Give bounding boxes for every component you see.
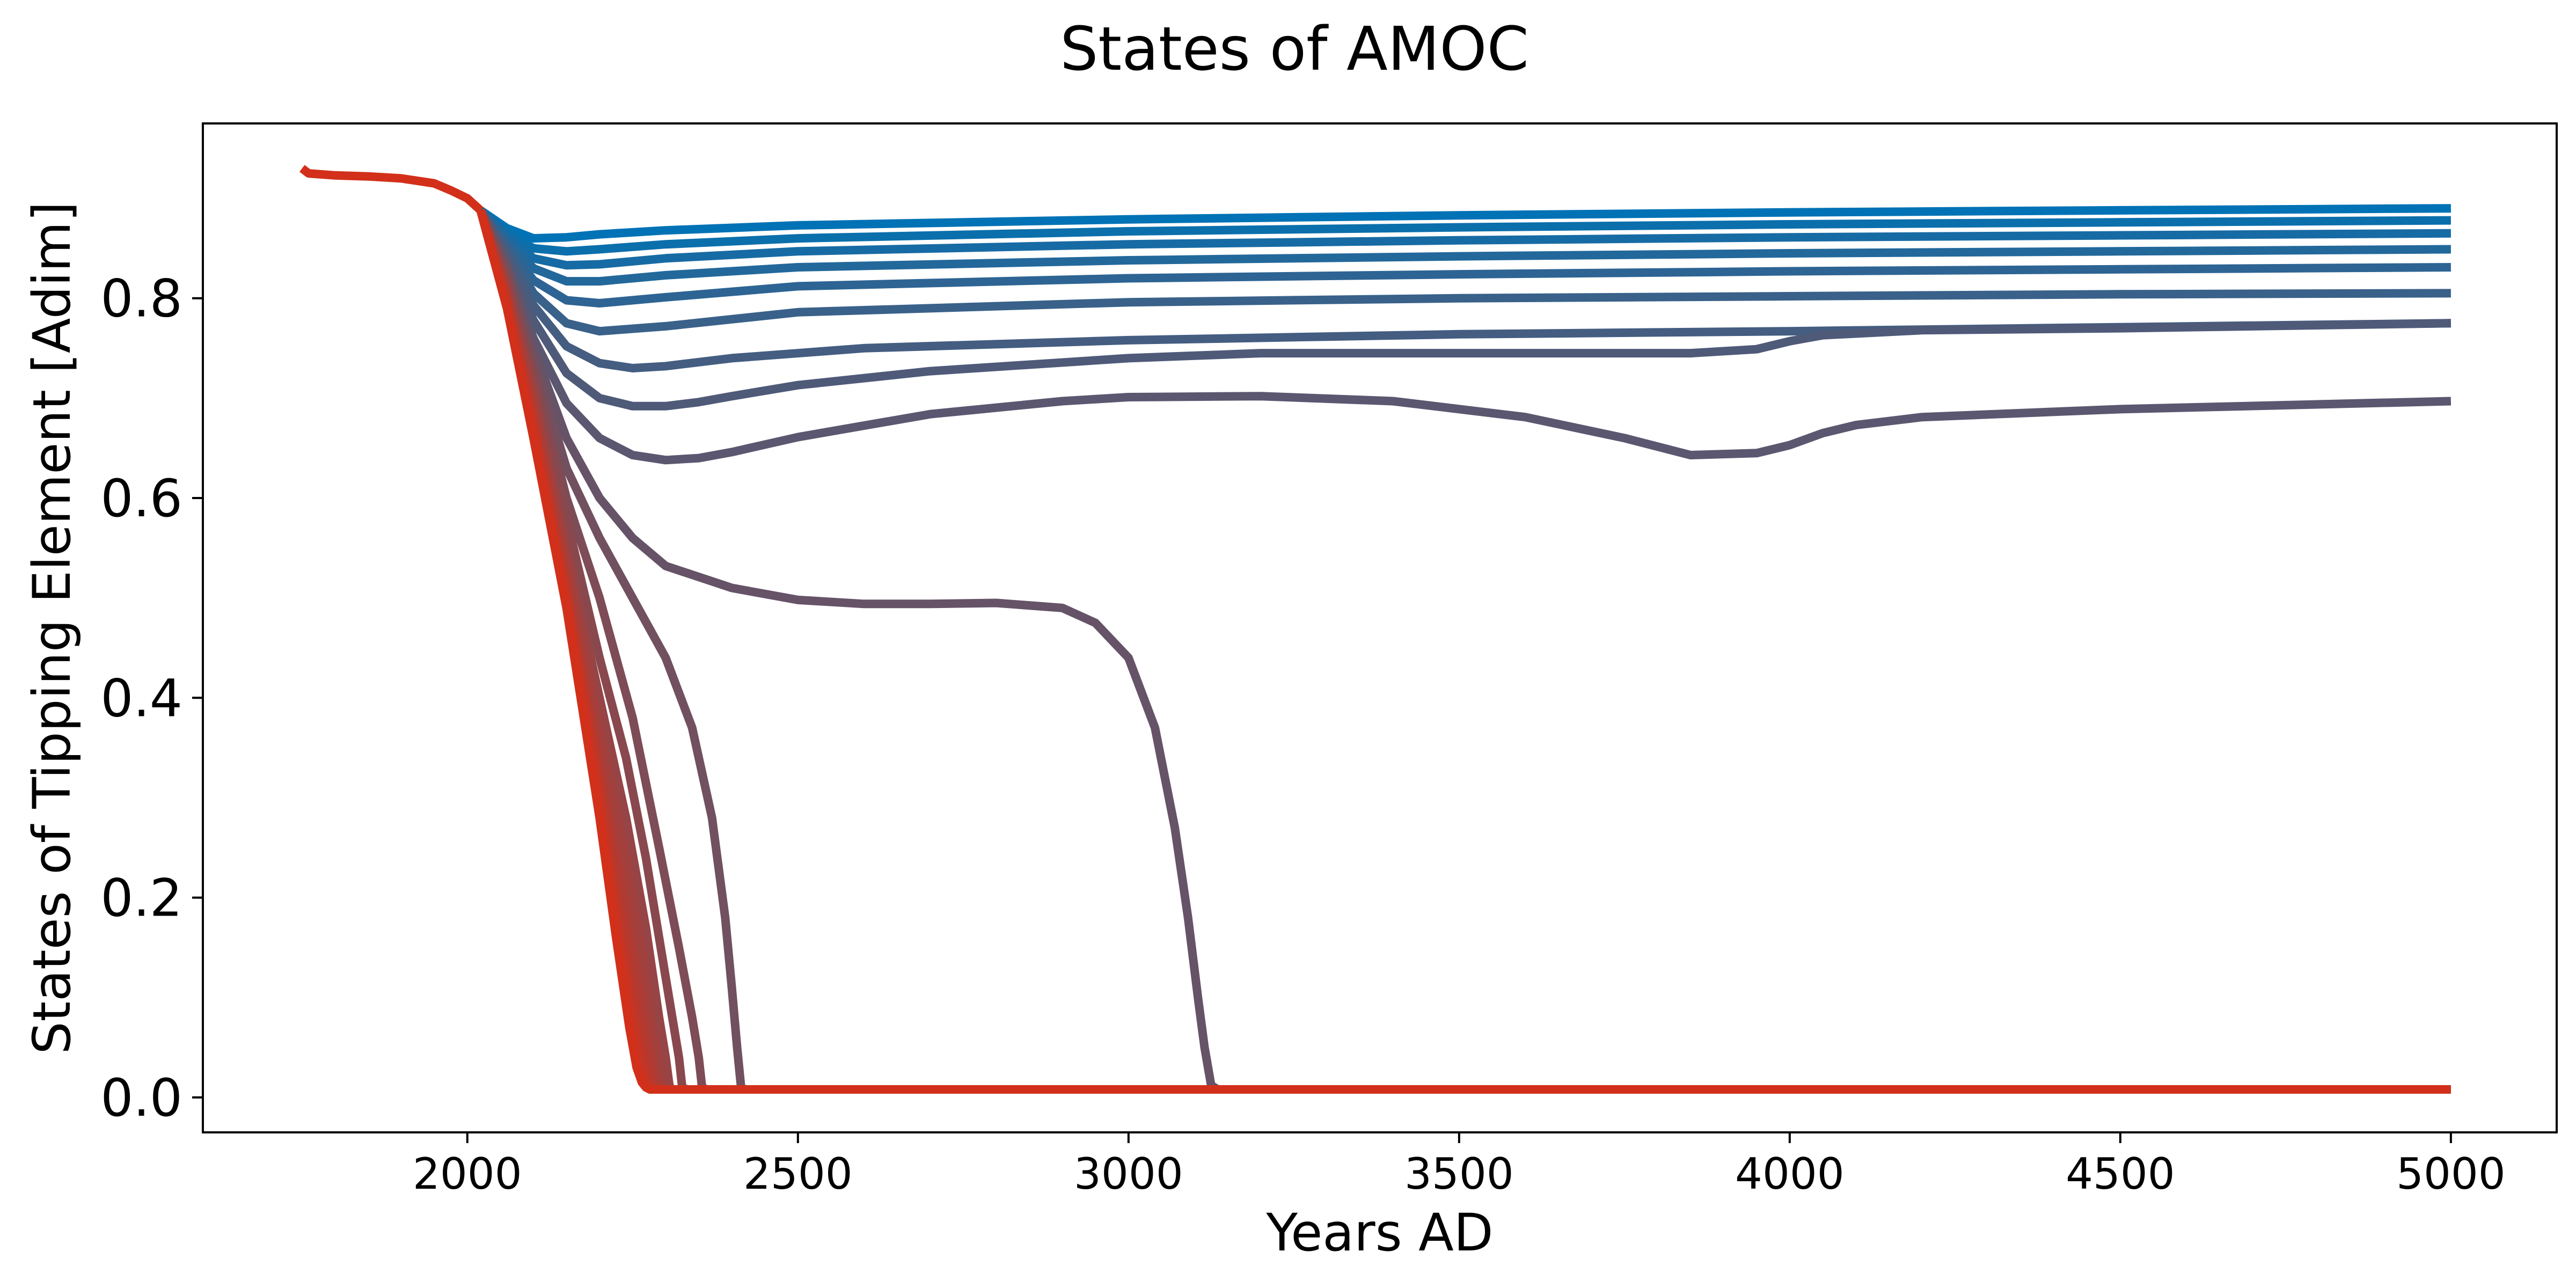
series-line-1 (478, 204, 2451, 243)
series-line-3 (477, 207, 2451, 270)
series-line-6 (477, 208, 2451, 336)
series-line-8 (477, 208, 2451, 411)
plot-frame (202, 122, 2558, 1133)
y-tick-label: 0.2 (100, 868, 182, 928)
y-tick-label: 0.0 (100, 1068, 182, 1128)
x-tick-label: 4500 (2066, 1149, 2175, 1199)
y-axis: 0.0 0.2 0.4 0.6 0.8 (100, 269, 203, 1128)
x-tick-label: 3000 (1074, 1149, 1183, 1199)
y-tick-label: 0.6 (100, 469, 182, 529)
x-tick-label: 3500 (1404, 1149, 1514, 1199)
series-line-4 (477, 207, 2451, 286)
series-layer (299, 165, 2451, 1094)
series-line-2 (478, 207, 2451, 256)
history-line (299, 165, 484, 214)
x-tick-label: 5000 (2396, 1149, 2506, 1199)
series-line-5 (477, 207, 2451, 308)
x-axis: 2000 2500 3000 3500 4000 4500 5000 (413, 1132, 2506, 1199)
x-axis-label: Years AD (1265, 1203, 1493, 1263)
series-line-9 (477, 208, 2451, 465)
series-line-19 (476, 209, 2451, 1094)
series-line-7 (477, 208, 2451, 372)
y-axis-label: States of Tipping Element [Adim] (22, 202, 82, 1055)
y-tick-label: 0.8 (100, 269, 182, 329)
x-tick-label: 4000 (1735, 1149, 1845, 1199)
x-tick-label: 2500 (743, 1149, 853, 1199)
y-tick-label: 0.4 (100, 668, 182, 728)
chart-title: States of AMOC (1060, 14, 1529, 84)
x-tick-label: 2000 (413, 1149, 522, 1199)
